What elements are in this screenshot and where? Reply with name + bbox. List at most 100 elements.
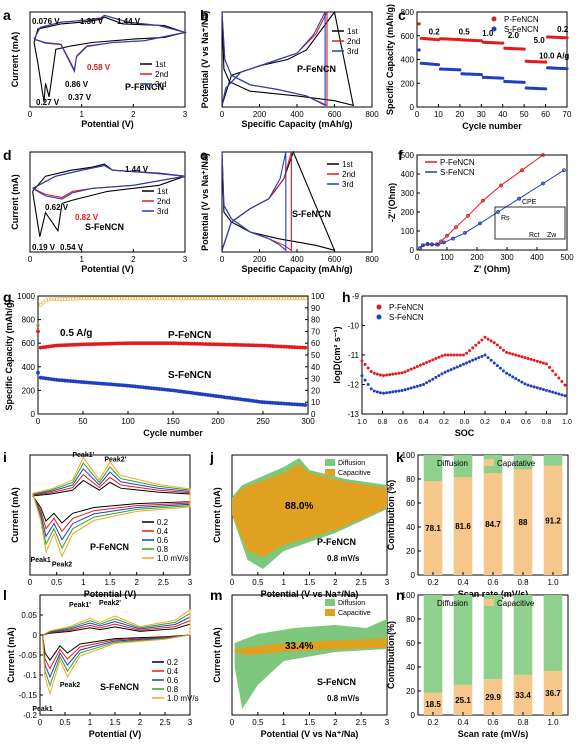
gitt-point	[366, 366, 370, 370]
panel-subtitle: 0.8 mV/s	[327, 694, 360, 703]
y-tick-label: 100	[402, 591, 416, 600]
gitt-point	[360, 359, 364, 363]
y-tick-label: 100	[401, 227, 415, 236]
y-tick-label: 60	[311, 339, 320, 348]
legend-label: P-FeNCN	[504, 15, 539, 24]
panel-d-frame	[29, 151, 186, 253]
legend-label: 2nd	[157, 197, 170, 206]
gitt-point	[548, 365, 552, 369]
gitt-point	[428, 379, 432, 383]
x-tick-label: 50	[79, 417, 88, 426]
gitt-point	[563, 394, 567, 398]
cycle-point	[146, 296, 151, 301]
cycle-point	[76, 296, 81, 301]
gitt-point	[474, 343, 478, 347]
x-tick-label: 800	[365, 255, 379, 264]
gitt-point	[508, 373, 512, 377]
x-tick-label: 600	[328, 255, 342, 264]
gitt-point	[560, 393, 564, 397]
cycle-point	[195, 296, 200, 301]
x-tick-label: 2.5	[158, 578, 170, 587]
panel-title: S-FeNCN	[317, 677, 356, 687]
x-tick-label: 1	[81, 578, 86, 587]
gitt-point	[452, 353, 456, 357]
peak-label: Peak2	[52, 561, 72, 568]
panel-letter: h	[342, 289, 351, 305]
panel-letter: l	[3, 587, 7, 603]
rate-label: 2.0	[508, 31, 520, 40]
bar-value: 29.9	[485, 693, 501, 702]
peak-annotation: 0.076 V	[32, 17, 60, 26]
gitt-point	[443, 370, 447, 374]
x-tick-label: 0	[415, 110, 420, 119]
x-tick-label: 1.5	[304, 578, 316, 587]
cycle-point	[219, 296, 224, 301]
y-tick-label: -12	[347, 381, 359, 390]
legend-swatch	[484, 599, 494, 606]
x-tick-label: 0.5	[252, 578, 264, 587]
cycle-point	[127, 296, 132, 301]
peak-annotation: 1.44 V	[125, 165, 149, 174]
cycle-point	[154, 296, 159, 301]
eis-point	[425, 242, 430, 246]
gitt-point	[409, 367, 413, 371]
gitt-point	[551, 390, 555, 394]
circuit-label: CPE	[522, 199, 537, 206]
legend-label: S-FeNCN	[389, 313, 424, 322]
eis-point	[478, 221, 482, 226]
y-tick-label: 0	[33, 631, 38, 640]
cycle-point	[187, 296, 192, 301]
x-axis-label: Cycle number	[462, 121, 522, 131]
eis-point	[499, 183, 503, 188]
rate-point	[501, 41, 505, 45]
legend-marker	[491, 26, 497, 32]
x-tick-label: 1	[88, 718, 93, 727]
gitt-point	[391, 390, 395, 394]
gitt-point	[480, 338, 484, 342]
peak-label: Peak1'	[72, 452, 94, 459]
y-tick-label: 0	[311, 410, 316, 419]
legend-label: 0.8	[157, 545, 169, 554]
legend-label: 3rd	[347, 47, 359, 56]
gitt-point	[394, 372, 398, 376]
cycle-point	[176, 296, 181, 301]
cycle-point	[179, 296, 184, 301]
cycle-point	[249, 296, 254, 301]
gitt-point	[388, 390, 392, 394]
cycle-point	[260, 296, 265, 301]
y-tick-label: 400	[22, 363, 36, 372]
cycle-point	[114, 296, 119, 301]
panel-letter: j	[209, 449, 214, 465]
rate-point	[543, 60, 548, 64]
gitt-point	[526, 357, 530, 361]
gitt-point	[382, 374, 386, 378]
cycle-point	[289, 296, 294, 301]
y-tick-label: 80	[406, 475, 415, 484]
bar-diffusion	[543, 455, 563, 466]
x-tick-label: 400	[290, 110, 304, 119]
y-tick-label: 80	[406, 615, 415, 624]
gitt-point	[385, 391, 389, 395]
gitt-point	[422, 362, 425, 366]
x-tick-label: 0.2	[427, 718, 439, 727]
gitt-point	[471, 346, 475, 350]
panel-letter: a	[3, 7, 11, 23]
cycle-point	[82, 296, 86, 301]
legend-label: P-FeNCN	[389, 303, 424, 312]
cycle-point	[276, 296, 281, 301]
x-tick-label: 1.0	[547, 718, 559, 727]
cycle-point	[157, 296, 162, 301]
gitt-point	[428, 359, 432, 363]
x-tick-label: 2.5	[159, 718, 171, 727]
peak-annotation: 1.44 V	[117, 17, 141, 26]
x-axis-label: Potential (V)	[84, 589, 137, 599]
gitt-point	[498, 346, 502, 350]
gitt-point	[538, 387, 542, 391]
x-tick-label: 1	[79, 110, 84, 119]
gitt-point	[554, 372, 558, 376]
gitt-point	[541, 388, 545, 392]
peak-annotation: 0.54 V	[60, 243, 84, 252]
legend-label: 2nd	[347, 37, 360, 46]
y-tick-label: 40	[311, 363, 320, 372]
